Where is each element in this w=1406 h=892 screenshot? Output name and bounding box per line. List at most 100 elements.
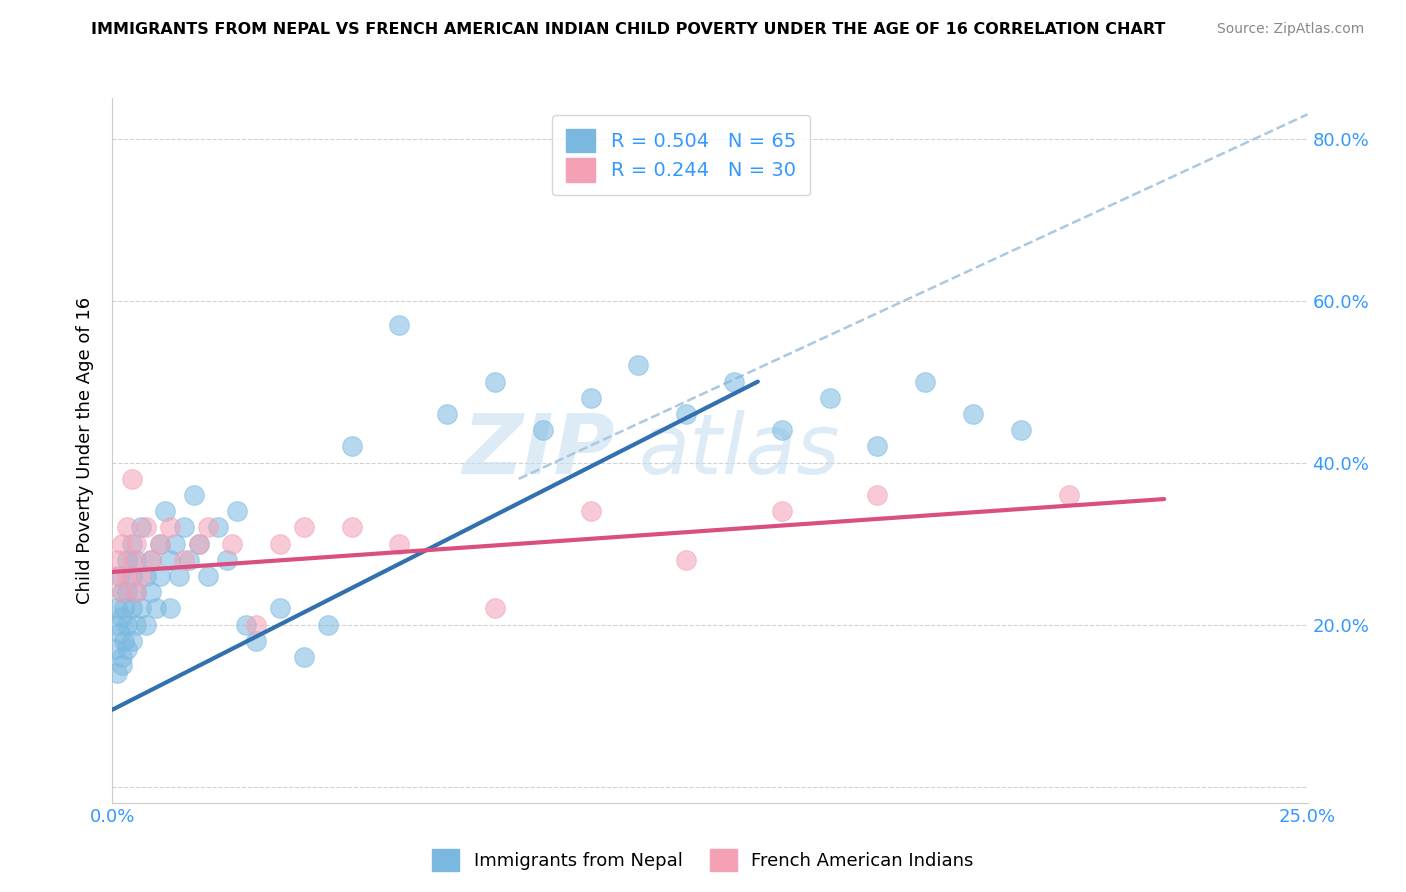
Point xyxy=(269,536,291,550)
Point xyxy=(675,553,697,567)
Point xyxy=(866,488,889,502)
Point xyxy=(125,553,148,567)
Point xyxy=(173,553,195,567)
Point xyxy=(225,504,247,518)
Point xyxy=(316,617,339,632)
Point xyxy=(105,617,128,632)
Point xyxy=(121,633,143,648)
Point xyxy=(139,553,162,567)
Point xyxy=(245,633,267,648)
Point xyxy=(217,553,239,567)
Point xyxy=(115,520,138,534)
Point xyxy=(675,407,697,421)
Point xyxy=(129,569,152,583)
Point xyxy=(121,553,143,567)
Point xyxy=(269,601,291,615)
Point xyxy=(129,520,152,534)
Point xyxy=(115,585,138,599)
Point xyxy=(197,520,219,534)
Legend: Immigrants from Nepal, French American Indians: Immigrants from Nepal, French American I… xyxy=(425,842,981,879)
Point xyxy=(153,504,176,518)
Point xyxy=(121,472,143,486)
Point xyxy=(125,585,148,599)
Point xyxy=(104,641,127,656)
Point xyxy=(962,407,984,421)
Point xyxy=(388,536,411,550)
Point xyxy=(139,553,162,567)
Point xyxy=(105,666,128,681)
Text: ZIP: ZIP xyxy=(461,410,614,491)
Point xyxy=(1057,488,1080,502)
Point xyxy=(1010,423,1032,437)
Point xyxy=(207,520,229,534)
Point xyxy=(187,536,209,550)
Point xyxy=(108,625,131,640)
Point xyxy=(292,650,315,665)
Point xyxy=(159,601,181,615)
Point xyxy=(139,585,162,599)
Point xyxy=(173,520,195,534)
Point xyxy=(531,423,554,437)
Point xyxy=(340,439,363,453)
Point xyxy=(235,617,257,632)
Point xyxy=(197,569,219,583)
Point xyxy=(579,504,602,518)
Point xyxy=(129,601,152,615)
Point xyxy=(114,633,135,648)
Point xyxy=(159,553,181,567)
Point xyxy=(145,601,167,615)
Point xyxy=(105,553,128,567)
Point xyxy=(169,569,191,583)
Point xyxy=(125,617,148,632)
Text: Source: ZipAtlas.com: Source: ZipAtlas.com xyxy=(1216,22,1364,37)
Point xyxy=(388,318,411,332)
Point xyxy=(484,375,506,389)
Text: atlas: atlas xyxy=(638,410,839,491)
Point xyxy=(105,601,128,615)
Point xyxy=(135,520,157,534)
Text: IMMIGRANTS FROM NEPAL VS FRENCH AMERICAN INDIAN CHILD POVERTY UNDER THE AGE OF 1: IMMIGRANTS FROM NEPAL VS FRENCH AMERICAN… xyxy=(91,22,1166,37)
Point xyxy=(108,569,131,583)
Point xyxy=(149,536,172,550)
Point xyxy=(163,536,186,550)
Point xyxy=(914,375,936,389)
Point xyxy=(770,504,793,518)
Point xyxy=(177,553,200,567)
Point xyxy=(111,536,134,550)
Point xyxy=(111,658,134,673)
Point xyxy=(105,569,128,583)
Point xyxy=(866,439,889,453)
Point xyxy=(579,391,602,405)
Point xyxy=(183,488,205,502)
Point xyxy=(245,617,267,632)
Point xyxy=(292,520,315,534)
Point xyxy=(115,641,138,656)
Point xyxy=(121,569,143,583)
Point xyxy=(436,407,458,421)
Point xyxy=(723,375,745,389)
Point xyxy=(770,423,793,437)
Point xyxy=(484,601,506,615)
Point xyxy=(114,601,135,615)
Point xyxy=(149,536,172,550)
Point xyxy=(135,617,157,632)
Point xyxy=(221,536,243,550)
Point xyxy=(135,569,157,583)
Legend: R = 0.504   N = 65, R = 0.244   N = 30: R = 0.504 N = 65, R = 0.244 N = 30 xyxy=(553,115,810,195)
Y-axis label: Child Poverty Under the Age of 16: Child Poverty Under the Age of 16 xyxy=(76,297,94,604)
Point xyxy=(818,391,841,405)
Point xyxy=(115,617,138,632)
Point xyxy=(125,536,148,550)
Point xyxy=(187,536,209,550)
Point xyxy=(115,553,138,567)
Point xyxy=(111,585,134,599)
Point xyxy=(159,520,181,534)
Point xyxy=(111,650,134,665)
Point xyxy=(121,601,143,615)
Point xyxy=(627,359,650,373)
Point xyxy=(340,520,363,534)
Point xyxy=(149,569,172,583)
Point xyxy=(125,585,148,599)
Point xyxy=(115,569,138,583)
Point xyxy=(121,536,143,550)
